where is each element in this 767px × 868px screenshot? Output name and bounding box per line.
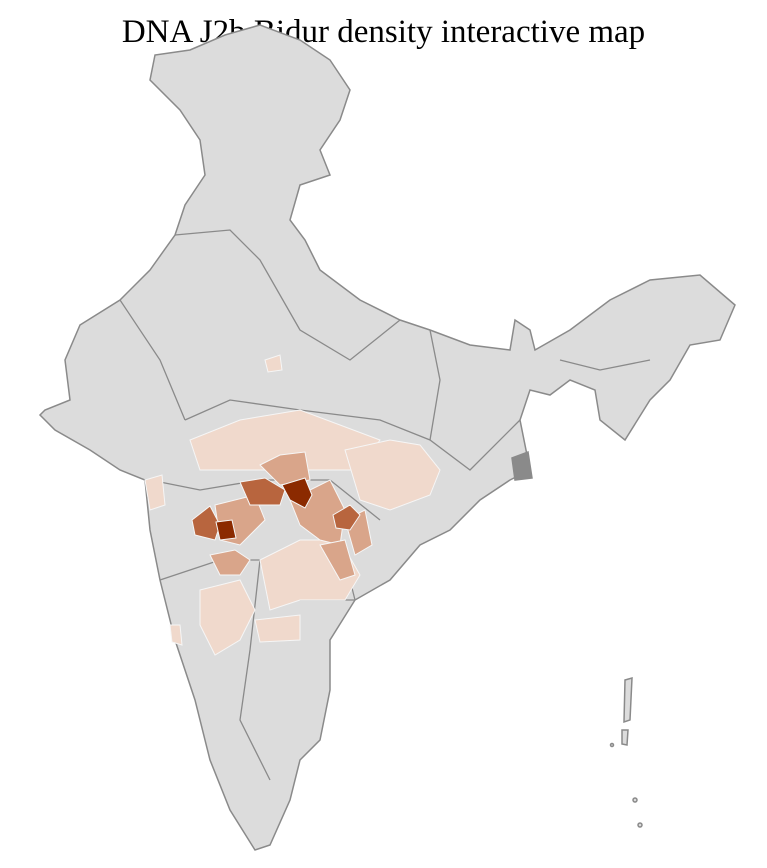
region-high[interactable] — [239, 477, 286, 506]
region-max[interactable] — [281, 477, 313, 509]
andaman-nicobar-islands — [609, 676, 643, 828]
region-mid[interactable] — [209, 549, 251, 576]
sundarbans-coast — [511, 450, 533, 481]
region-high[interactable] — [332, 504, 361, 531]
region-low[interactable] — [264, 354, 283, 373]
india-landmass[interactable] — [38, 24, 736, 851]
density-regions — [144, 354, 441, 656]
region-mid[interactable] — [319, 539, 356, 581]
region-low[interactable] — [169, 624, 183, 646]
region-mid[interactable] — [259, 451, 311, 486]
region-high[interactable] — [191, 505, 221, 541]
region-low[interactable] — [254, 614, 301, 643]
region-low[interactable] — [144, 474, 166, 511]
region-low[interactable] — [199, 579, 256, 656]
region-max[interactable] — [215, 519, 237, 541]
region-low[interactable] — [344, 439, 441, 511]
